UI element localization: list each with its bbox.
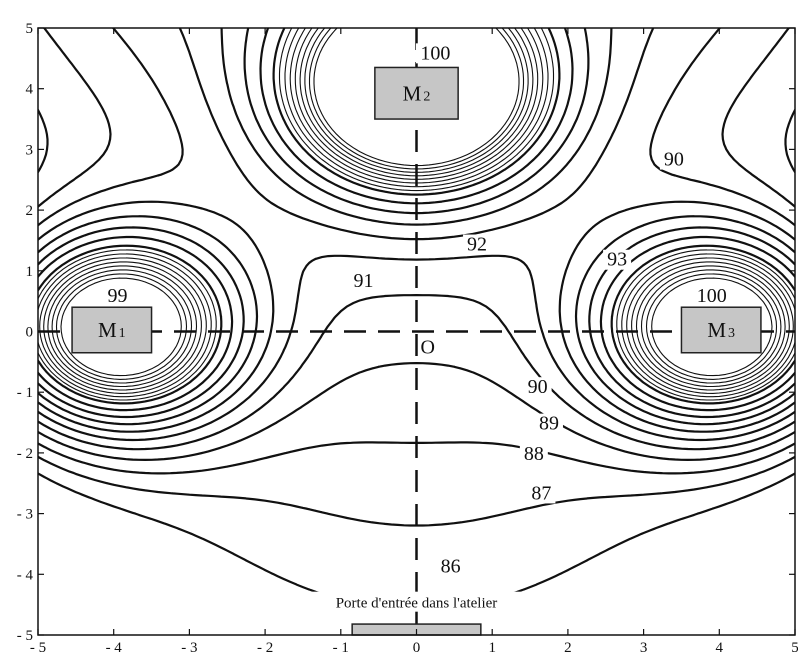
y-tick-label: 1	[26, 264, 34, 280]
contour-label-bg	[463, 234, 492, 255]
contour-line	[38, 28, 795, 442]
contour-line	[38, 28, 795, 401]
y-tick-label: 3	[26, 142, 34, 158]
x-tick-label: 1	[488, 640, 496, 656]
axis-center-lines	[38, 28, 795, 635]
x-tick-label: 3	[640, 640, 648, 656]
contour-line	[39, 28, 794, 394]
x-tick-label: - 1	[333, 640, 349, 656]
y-tick-label: - 4	[17, 567, 34, 583]
contour-label-100: 100	[420, 42, 450, 64]
contour-line	[38, 28, 795, 451]
x-tick-label: 0	[413, 640, 421, 656]
y-tick-label: 5	[26, 21, 34, 37]
x-tick-label: - 5	[30, 640, 46, 656]
contour-label-90: 90	[528, 376, 548, 398]
x-tick-label: 4	[716, 640, 724, 656]
contour-line	[38, 28, 795, 433]
contour-label-bg	[527, 483, 556, 504]
contour-line	[38, 28, 795, 405]
contour-label-91: 91	[354, 270, 374, 292]
contour-label-bg	[603, 249, 632, 270]
machine-box-2	[374, 66, 459, 120]
door-label: Porte d'entrée dans l'atelier	[336, 596, 498, 612]
contour-label-bg	[436, 556, 465, 577]
y-tick-label: - 2	[17, 446, 33, 462]
contour-lines	[38, 28, 795, 611]
x-tick-label: - 4	[106, 640, 123, 656]
contour-label-93: 93	[607, 249, 627, 271]
contour-label-bg	[349, 270, 378, 291]
x-tick-label: - 2	[257, 640, 273, 656]
contour-label-bg	[415, 43, 455, 64]
contour-label-bg	[519, 443, 548, 464]
y-tick-label: 0	[26, 325, 34, 341]
contour-label-87: 87	[531, 482, 551, 504]
x-tick-label: - 3	[181, 640, 197, 656]
machines: M 1 M 2 M 3	[71, 66, 762, 354]
contour-label-bg	[534, 413, 563, 434]
contour-line	[38, 28, 795, 398]
contour-line	[38, 28, 795, 426]
y-tick-label: 2	[26, 203, 34, 219]
y-tick-label: - 1	[17, 385, 33, 401]
y-tick-label: - 3	[17, 507, 33, 523]
contour-line	[43, 28, 790, 391]
contour-label-99: 99	[107, 285, 127, 307]
machine-box-1	[71, 306, 153, 354]
contour-label-bg	[523, 377, 552, 398]
x-tick-label: 5	[791, 640, 798, 656]
contour-line	[38, 28, 795, 412]
contour-label-100: 100	[697, 285, 727, 307]
contour-label-bg	[692, 286, 732, 307]
contour-line	[38, 455, 795, 527]
contour-line	[60, 28, 773, 377]
contour-line	[47, 28, 786, 388]
contour-label-88: 88	[524, 443, 544, 465]
contour-label-90: 90	[664, 149, 684, 171]
y-tick-label: - 5	[17, 628, 33, 644]
axis-ticks: - 5 - 4 - 3 - 2 - 1 0 1 2 3 4 5 5 4 3 2 1 0 - 1 - 2 - 3 - 4 -…	[17, 21, 798, 656]
machine-box-3	[680, 306, 762, 354]
contour-line	[51, 28, 782, 384]
contour-label-bg	[659, 149, 688, 170]
contour-labels: 100 90 92 93 91 99 100 90 89 88 87 86 O	[103, 42, 732, 577]
y-tick-label: 4	[26, 82, 34, 98]
contour-label-86: 86	[441, 555, 461, 577]
contour-label-bg	[103, 286, 132, 307]
contour-label-92: 92	[467, 234, 487, 256]
contour-label-89: 89	[539, 413, 559, 435]
x-tick-label: 2	[564, 640, 572, 656]
origin-label: O	[421, 337, 435, 359]
door-label-bg	[299, 591, 534, 612]
contour-line	[55, 28, 778, 380]
